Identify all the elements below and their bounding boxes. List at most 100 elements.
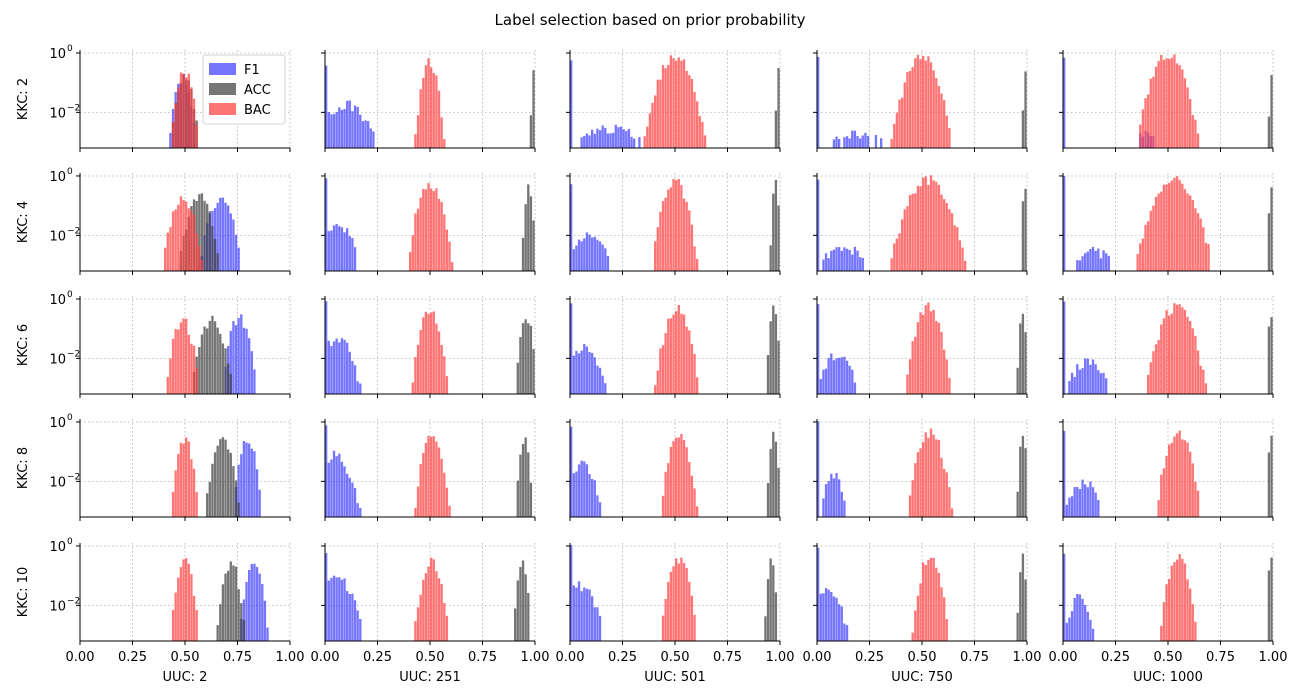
- bar-bac: [432, 436, 435, 517]
- y-tick-exponent: −2: [67, 226, 80, 236]
- bar-acc: [242, 619, 246, 641]
- bar-bac: [1173, 303, 1176, 394]
- bar-f1: [335, 577, 338, 641]
- bar-f1: [1091, 628, 1095, 641]
- bar-bac: [1196, 350, 1200, 394]
- bar-f1: [822, 369, 825, 394]
- bar-bac: [424, 573, 428, 641]
- bar-bac: [667, 189, 670, 271]
- bar-f1: [830, 591, 833, 641]
- bar-bac: [164, 247, 167, 271]
- bar-acc: [1021, 435, 1025, 517]
- bar-f1: [588, 135, 591, 148]
- bar-bac: [451, 262, 454, 271]
- bar-bac: [916, 595, 920, 641]
- bar-bac: [943, 349, 946, 394]
- bar-f1: [327, 462, 330, 517]
- bar-bac: [672, 566, 675, 641]
- bar-f1: [219, 197, 222, 271]
- bar-f1: [1081, 479, 1084, 517]
- bar-bac: [1170, 442, 1173, 517]
- bar-f1: [325, 178, 328, 271]
- bar-bac: [914, 58, 917, 148]
- bar-acc: [774, 314, 778, 394]
- panel-r1-c3: [813, 173, 1028, 275]
- col-label: UUC: 501: [644, 670, 705, 685]
- legend-label-f1: F1: [244, 63, 260, 78]
- bar-f1: [851, 130, 854, 148]
- bar-bac: [440, 201, 443, 271]
- col-label: UUC: 2: [163, 670, 208, 685]
- bar-bac: [171, 338, 175, 394]
- bar-f1: [351, 111, 354, 148]
- bar-bac: [924, 432, 927, 517]
- bar-bac: [911, 193, 914, 271]
- bar-bac: [664, 598, 667, 641]
- bar-f1: [361, 121, 365, 148]
- bar-bac: [669, 55, 673, 148]
- bar-bac: [1160, 474, 1163, 517]
- bar-f1: [570, 184, 573, 271]
- bar-bac: [682, 198, 686, 271]
- bar-bac: [190, 87, 193, 148]
- bar-bac: [1183, 309, 1187, 394]
- bar-f1: [1068, 497, 1071, 517]
- bar-f1: [838, 479, 841, 517]
- bar-f1: [819, 379, 822, 394]
- bar-acc: [206, 328, 209, 394]
- bar-f1: [359, 383, 362, 394]
- bar-f1: [845, 136, 849, 148]
- bar-bac: [424, 311, 428, 394]
- bar-bac: [432, 72, 435, 148]
- bar-f1: [351, 482, 354, 517]
- bar-bac: [179, 196, 183, 271]
- bar-bac: [435, 75, 438, 148]
- bar-f1: [346, 473, 349, 517]
- bar-f1: [606, 133, 610, 148]
- y-tick-label: 10: [49, 293, 66, 308]
- bar-f1: [325, 553, 328, 641]
- bar-bac: [1168, 444, 1171, 517]
- bar-bac: [1196, 490, 1200, 517]
- bar-bac: [943, 597, 946, 641]
- bar-f1: [840, 250, 843, 271]
- bar-bac: [187, 73, 190, 148]
- bar-bac: [190, 343, 193, 394]
- bar-acc: [527, 452, 530, 517]
- bar-acc: [198, 347, 201, 394]
- bar-acc: [532, 349, 535, 394]
- bar-f1: [593, 357, 596, 394]
- bar-f1: [838, 357, 841, 394]
- bar-bac: [187, 208, 190, 271]
- bar-f1: [856, 136, 859, 148]
- bar-acc: [224, 573, 227, 641]
- panel-r1-c1: [321, 173, 536, 275]
- bar-f1: [1063, 301, 1066, 394]
- bar-bac: [1149, 362, 1152, 394]
- bar-f1: [327, 231, 330, 271]
- bar-bac: [1186, 87, 1189, 148]
- bar-bac: [935, 181, 938, 271]
- bar-acc: [769, 558, 772, 641]
- bar-f1: [575, 350, 578, 394]
- bar-f1: [617, 127, 620, 148]
- bar-bac: [932, 309, 935, 394]
- bar-f1: [580, 460, 583, 517]
- bar-acc: [764, 616, 767, 641]
- bar-f1: [585, 133, 589, 148]
- bar-f1: [356, 106, 359, 148]
- bar-f1: [835, 597, 838, 641]
- bar-f1: [838, 604, 841, 641]
- bar-acc: [213, 321, 217, 394]
- bar-bac: [1136, 254, 1139, 271]
- bar-bac: [1181, 183, 1184, 271]
- bar-acc: [206, 493, 209, 517]
- bar-acc: [766, 355, 770, 394]
- bar-acc: [774, 110, 778, 148]
- bar-acc: [1024, 71, 1027, 148]
- x-tick-label: 1.00: [521, 650, 550, 665]
- bar-bac: [903, 209, 906, 271]
- bar-acc: [1021, 110, 1025, 148]
- bar-f1: [250, 448, 253, 517]
